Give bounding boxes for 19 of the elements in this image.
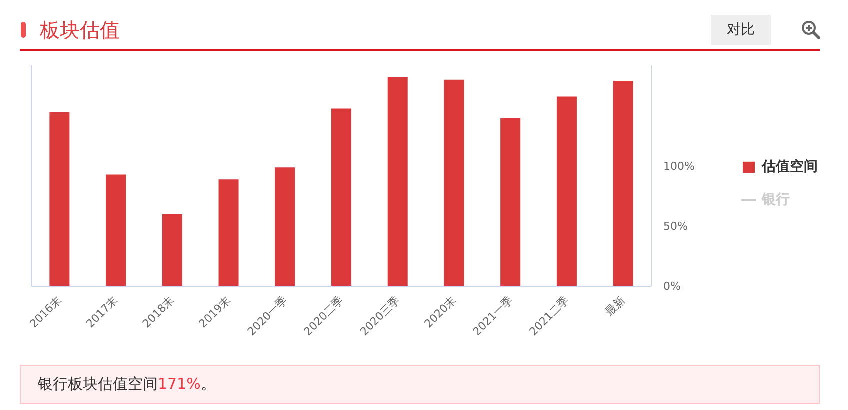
bar bbox=[500, 118, 521, 286]
bar bbox=[613, 81, 634, 286]
bar bbox=[50, 112, 70, 286]
y-tick-label: 0% bbox=[664, 280, 681, 293]
text: 对比 bbox=[711, 15, 771, 45]
bar bbox=[218, 180, 239, 286]
y-tick-label: 50% bbox=[664, 220, 688, 233]
bar bbox=[275, 168, 296, 286]
x-tick-label: 最新 bbox=[603, 294, 628, 319]
y-tick-label: 100% bbox=[664, 160, 695, 173]
bar bbox=[556, 96, 577, 286]
text: 银行板块估值空间171%。 bbox=[20, 365, 820, 404]
bar bbox=[444, 80, 464, 286]
chart-title: 板块估值 bbox=[40, 17, 120, 44]
bar bbox=[162, 214, 182, 286]
bar bbox=[106, 174, 126, 286]
bar bbox=[331, 108, 352, 286]
bar bbox=[388, 78, 408, 286]
legend-label: 估值空间 bbox=[762, 158, 818, 177]
